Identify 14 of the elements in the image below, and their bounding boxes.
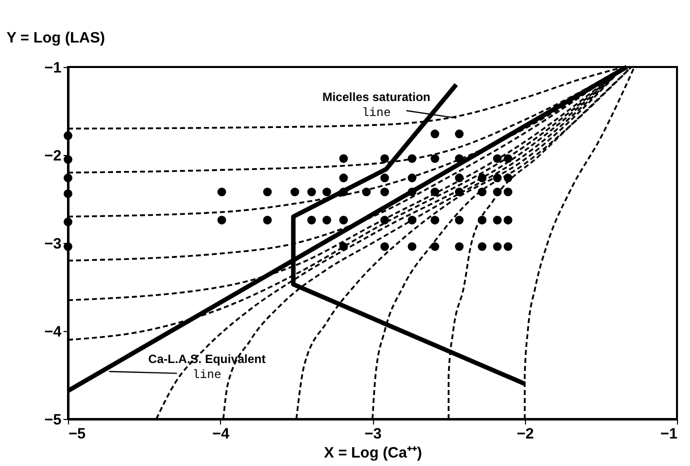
annotation: Ca-L.A.S. Equivalent line [148, 352, 266, 382]
x-tick-label: −4 [212, 426, 230, 442]
annotation: Micelles saturation line [322, 90, 430, 120]
x-axis-title: X = Log (Ca⁺⁺) [324, 444, 422, 462]
x-tick-label: −5 [68, 426, 86, 442]
y-tick-label: −1 [44, 60, 62, 76]
y-tick-label: −4 [44, 324, 62, 340]
x-tick-label: −1 [660, 426, 678, 442]
y-tick-label: −3 [44, 236, 62, 252]
y-axis-title: Y = Log (LAS) [6, 30, 105, 46]
y-tick-label: −5 [44, 412, 62, 428]
y-tick-label: −2 [44, 148, 62, 164]
x-tick-label: −3 [364, 426, 382, 442]
x-tick-label: −2 [516, 426, 534, 442]
